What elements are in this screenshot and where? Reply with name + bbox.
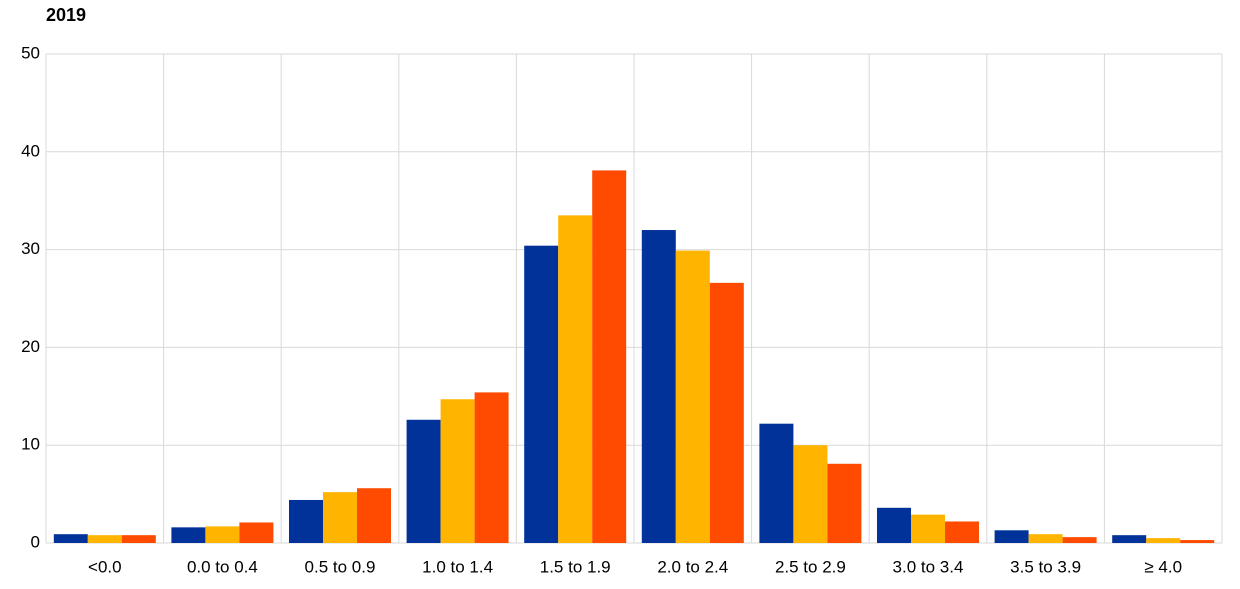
x-tick-label: 1.5 to 1.9 — [540, 557, 611, 576]
y-tick-label: 20 — [21, 337, 40, 356]
x-tick-label: 2.0 to 2.4 — [657, 557, 728, 576]
bar — [406, 419, 441, 543]
bar — [945, 521, 979, 543]
y-tick-label: 50 — [21, 43, 40, 62]
bar — [1146, 538, 1181, 543]
bar — [1062, 537, 1097, 543]
bar — [558, 215, 593, 543]
bar — [53, 534, 88, 543]
bar — [205, 526, 240, 543]
bar — [641, 230, 676, 544]
x-tick-label: <0.0 — [88, 557, 122, 576]
y-tick-label: 10 — [21, 435, 40, 454]
x-tick-label: 3.5 to 3.9 — [1010, 557, 1081, 576]
bar — [357, 488, 391, 543]
chart-title: 2019 — [46, 5, 86, 25]
bar — [675, 250, 710, 543]
y-tick-label: 40 — [21, 141, 40, 160]
x-tick-label: 2.5 to 2.9 — [775, 557, 846, 576]
x-tick-label: 1.0 to 1.4 — [422, 557, 493, 576]
bar — [1028, 534, 1063, 543]
bar — [592, 170, 627, 543]
bar — [289, 499, 323, 543]
bar — [440, 399, 475, 543]
bar — [911, 514, 945, 543]
bar — [827, 463, 862, 543]
bar — [171, 527, 206, 543]
bar — [323, 492, 357, 543]
x-tick-label: 0.0 to 0.4 — [187, 557, 258, 576]
bar — [709, 282, 744, 543]
x-tick-label: ≥ 4.0 — [1144, 557, 1182, 576]
bar — [474, 392, 509, 543]
y-tick-label: 30 — [21, 239, 40, 258]
bar — [1112, 535, 1147, 543]
bar — [121, 535, 156, 543]
bar — [87, 535, 122, 543]
bar — [994, 530, 1029, 543]
bar — [759, 423, 794, 543]
bar — [877, 507, 911, 543]
x-tick-label: 0.5 to 0.9 — [305, 557, 376, 576]
bar — [524, 245, 559, 544]
x-tick-label: 3.0 to 3.4 — [893, 557, 964, 576]
y-tick-label: 0 — [31, 532, 40, 551]
bar — [239, 522, 274, 543]
bar — [1180, 540, 1215, 543]
bar — [793, 445, 828, 543]
